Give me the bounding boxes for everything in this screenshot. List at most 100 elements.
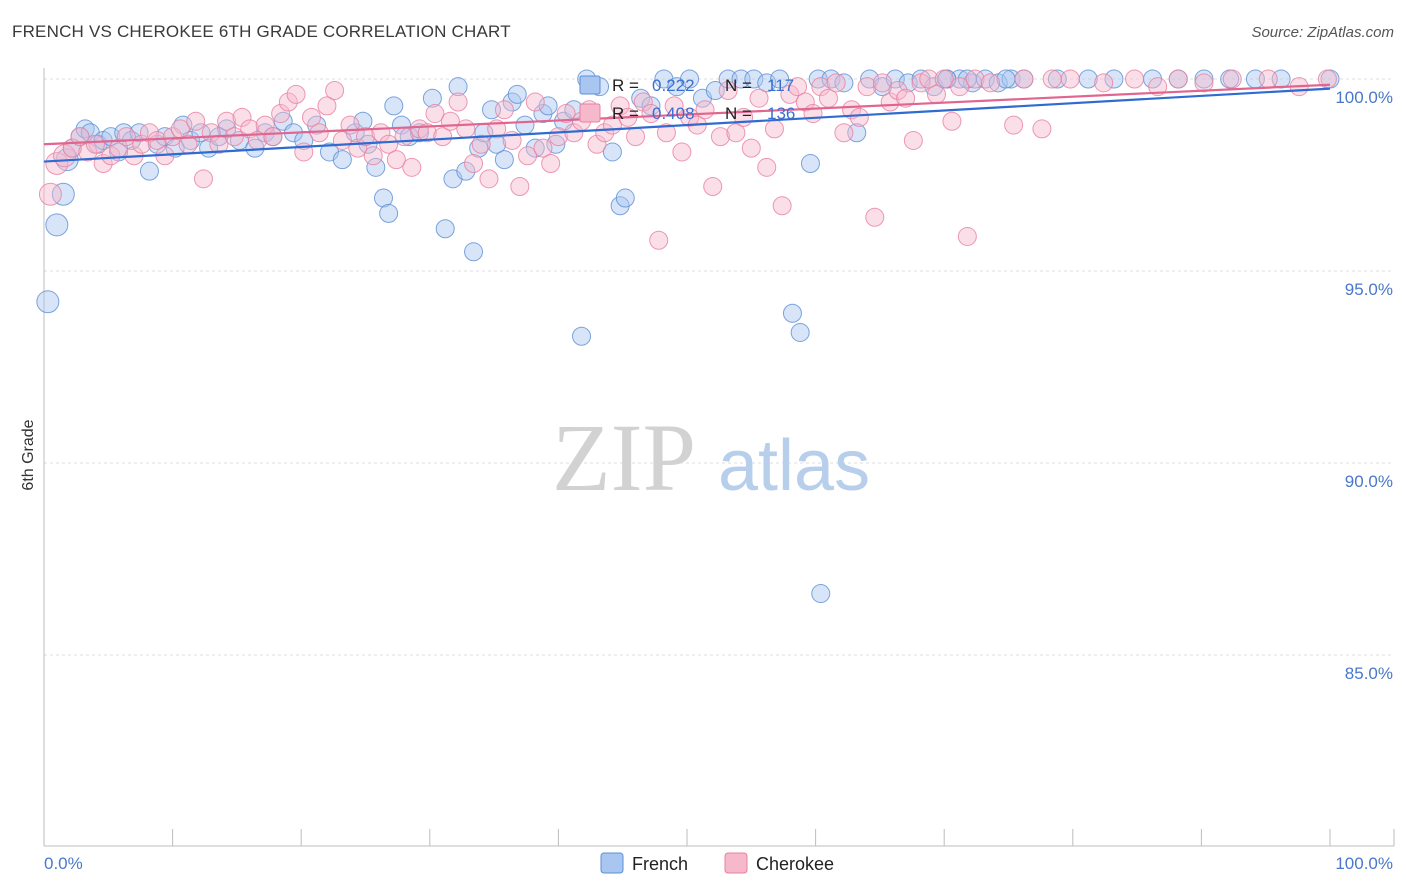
x-axis-ticks (43, 829, 1395, 846)
y-tick-label-95: 95.0% (1345, 280, 1393, 299)
cherokee-point (749, 88, 769, 108)
cherokee-point (518, 146, 538, 166)
cherokee-point (417, 123, 437, 143)
french-point (448, 77, 468, 97)
french-point (782, 303, 802, 323)
cherokee-point (1258, 69, 1278, 89)
french-point (538, 96, 558, 116)
cherokee-point (541, 153, 561, 173)
watermark-atlas: atlas (718, 426, 870, 506)
french-point (546, 134, 566, 154)
cherokee-point (718, 81, 738, 101)
cherokee-point (479, 169, 499, 189)
cherokee-point (186, 111, 206, 131)
gridlines (44, 78, 1394, 656)
french-point (744, 69, 764, 89)
french-point (456, 161, 476, 181)
french-point (572, 326, 592, 346)
legend-cherokee-swatch (724, 852, 748, 874)
cherokee-point (1014, 69, 1034, 89)
cherokee-point (464, 153, 484, 173)
cherokee-point (301, 107, 321, 127)
cherokee-point (1032, 119, 1052, 139)
french-point (757, 73, 777, 93)
cherokee-point (456, 119, 476, 139)
y-axis-label: 6th Grade (20, 419, 37, 490)
cherokee-point (386, 150, 406, 170)
french-point (821, 69, 841, 89)
stats-cherokee-swatch (579, 103, 601, 123)
x-tick-label-0: 0.0% (44, 854, 83, 873)
cherokee-point (425, 104, 445, 124)
cherokee-point (363, 146, 383, 166)
cherokee-point (595, 123, 615, 143)
cherokee-point (139, 123, 159, 143)
cherokee-point (1004, 115, 1024, 135)
cherokee-point (471, 134, 491, 154)
french-point (602, 142, 622, 162)
cherokee-point (934, 69, 954, 89)
cherokee-point (1148, 77, 1168, 97)
french-point (435, 219, 455, 239)
french-point (139, 161, 159, 181)
french-point (885, 69, 905, 89)
x-tick-labels: 0.0% 100.0% (44, 854, 1393, 873)
cherokee-point (641, 104, 661, 124)
cherokee-point (525, 92, 545, 112)
cherokee-point (325, 81, 345, 101)
cherokee-point (865, 207, 885, 227)
watermark-zip: ZIP (552, 404, 696, 511)
cherokee-point (263, 127, 283, 147)
cherokee-point (703, 177, 723, 197)
source-credit: Source: ZipAtlas.com (1251, 24, 1394, 41)
cherokee-point (278, 92, 298, 112)
french-point (332, 150, 352, 170)
cherokee-point (872, 73, 892, 93)
y-tick-label-90: 90.0% (1345, 472, 1393, 491)
cherokee-point (232, 107, 252, 127)
cherokee-point (788, 77, 808, 97)
french-point (36, 290, 60, 314)
cherokee-point (379, 134, 399, 154)
cherokee-point (656, 123, 676, 143)
x-tick-label-100: 100.0% (1335, 854, 1393, 873)
series-cherokee-points (38, 69, 1337, 250)
cherokee-point (101, 146, 121, 166)
french-point (366, 157, 386, 177)
cherokee-point (980, 73, 1000, 93)
french-point (615, 188, 635, 208)
cherokee-point (587, 134, 607, 154)
cherokee-point (85, 134, 105, 154)
french-point (790, 322, 810, 342)
cherokee-point (726, 123, 746, 143)
cherokee-point (672, 142, 692, 162)
stats-box: R = 0.222 N = 117 R = 0.408 N = 136 (579, 75, 795, 123)
legend-cherokee-label: Cherokee (756, 854, 834, 874)
stats-french-n-value: 117 (767, 76, 794, 95)
cherokee-point (888, 81, 908, 101)
cherokee-point (857, 77, 877, 97)
french-point (384, 96, 404, 116)
stats-cherokee-r-value: 0.408 (652, 104, 695, 123)
french-point (800, 153, 820, 173)
stats-cherokee-n-value: 136 (767, 104, 795, 123)
cherokee-point (38, 182, 62, 206)
french-point (379, 203, 399, 223)
french-point (834, 73, 854, 93)
cherokee-point (510, 177, 530, 197)
legend: French Cherokee (600, 852, 834, 874)
cherokee-point (286, 84, 306, 104)
stats-french-n-label: N = (725, 76, 752, 95)
french-point (1104, 69, 1124, 89)
cherokee-point (780, 84, 800, 104)
stats-french-r-label: R = (612, 76, 639, 95)
french-point (770, 69, 790, 89)
cherokee-point (1125, 69, 1145, 89)
stats-french-swatch (579, 75, 601, 95)
cherokee-point (356, 127, 375, 147)
cherokee-point (757, 157, 777, 177)
cherokee-point (842, 100, 862, 120)
cherokee-trendline (43, 83, 1331, 146)
cherokee-point (633, 92, 653, 112)
